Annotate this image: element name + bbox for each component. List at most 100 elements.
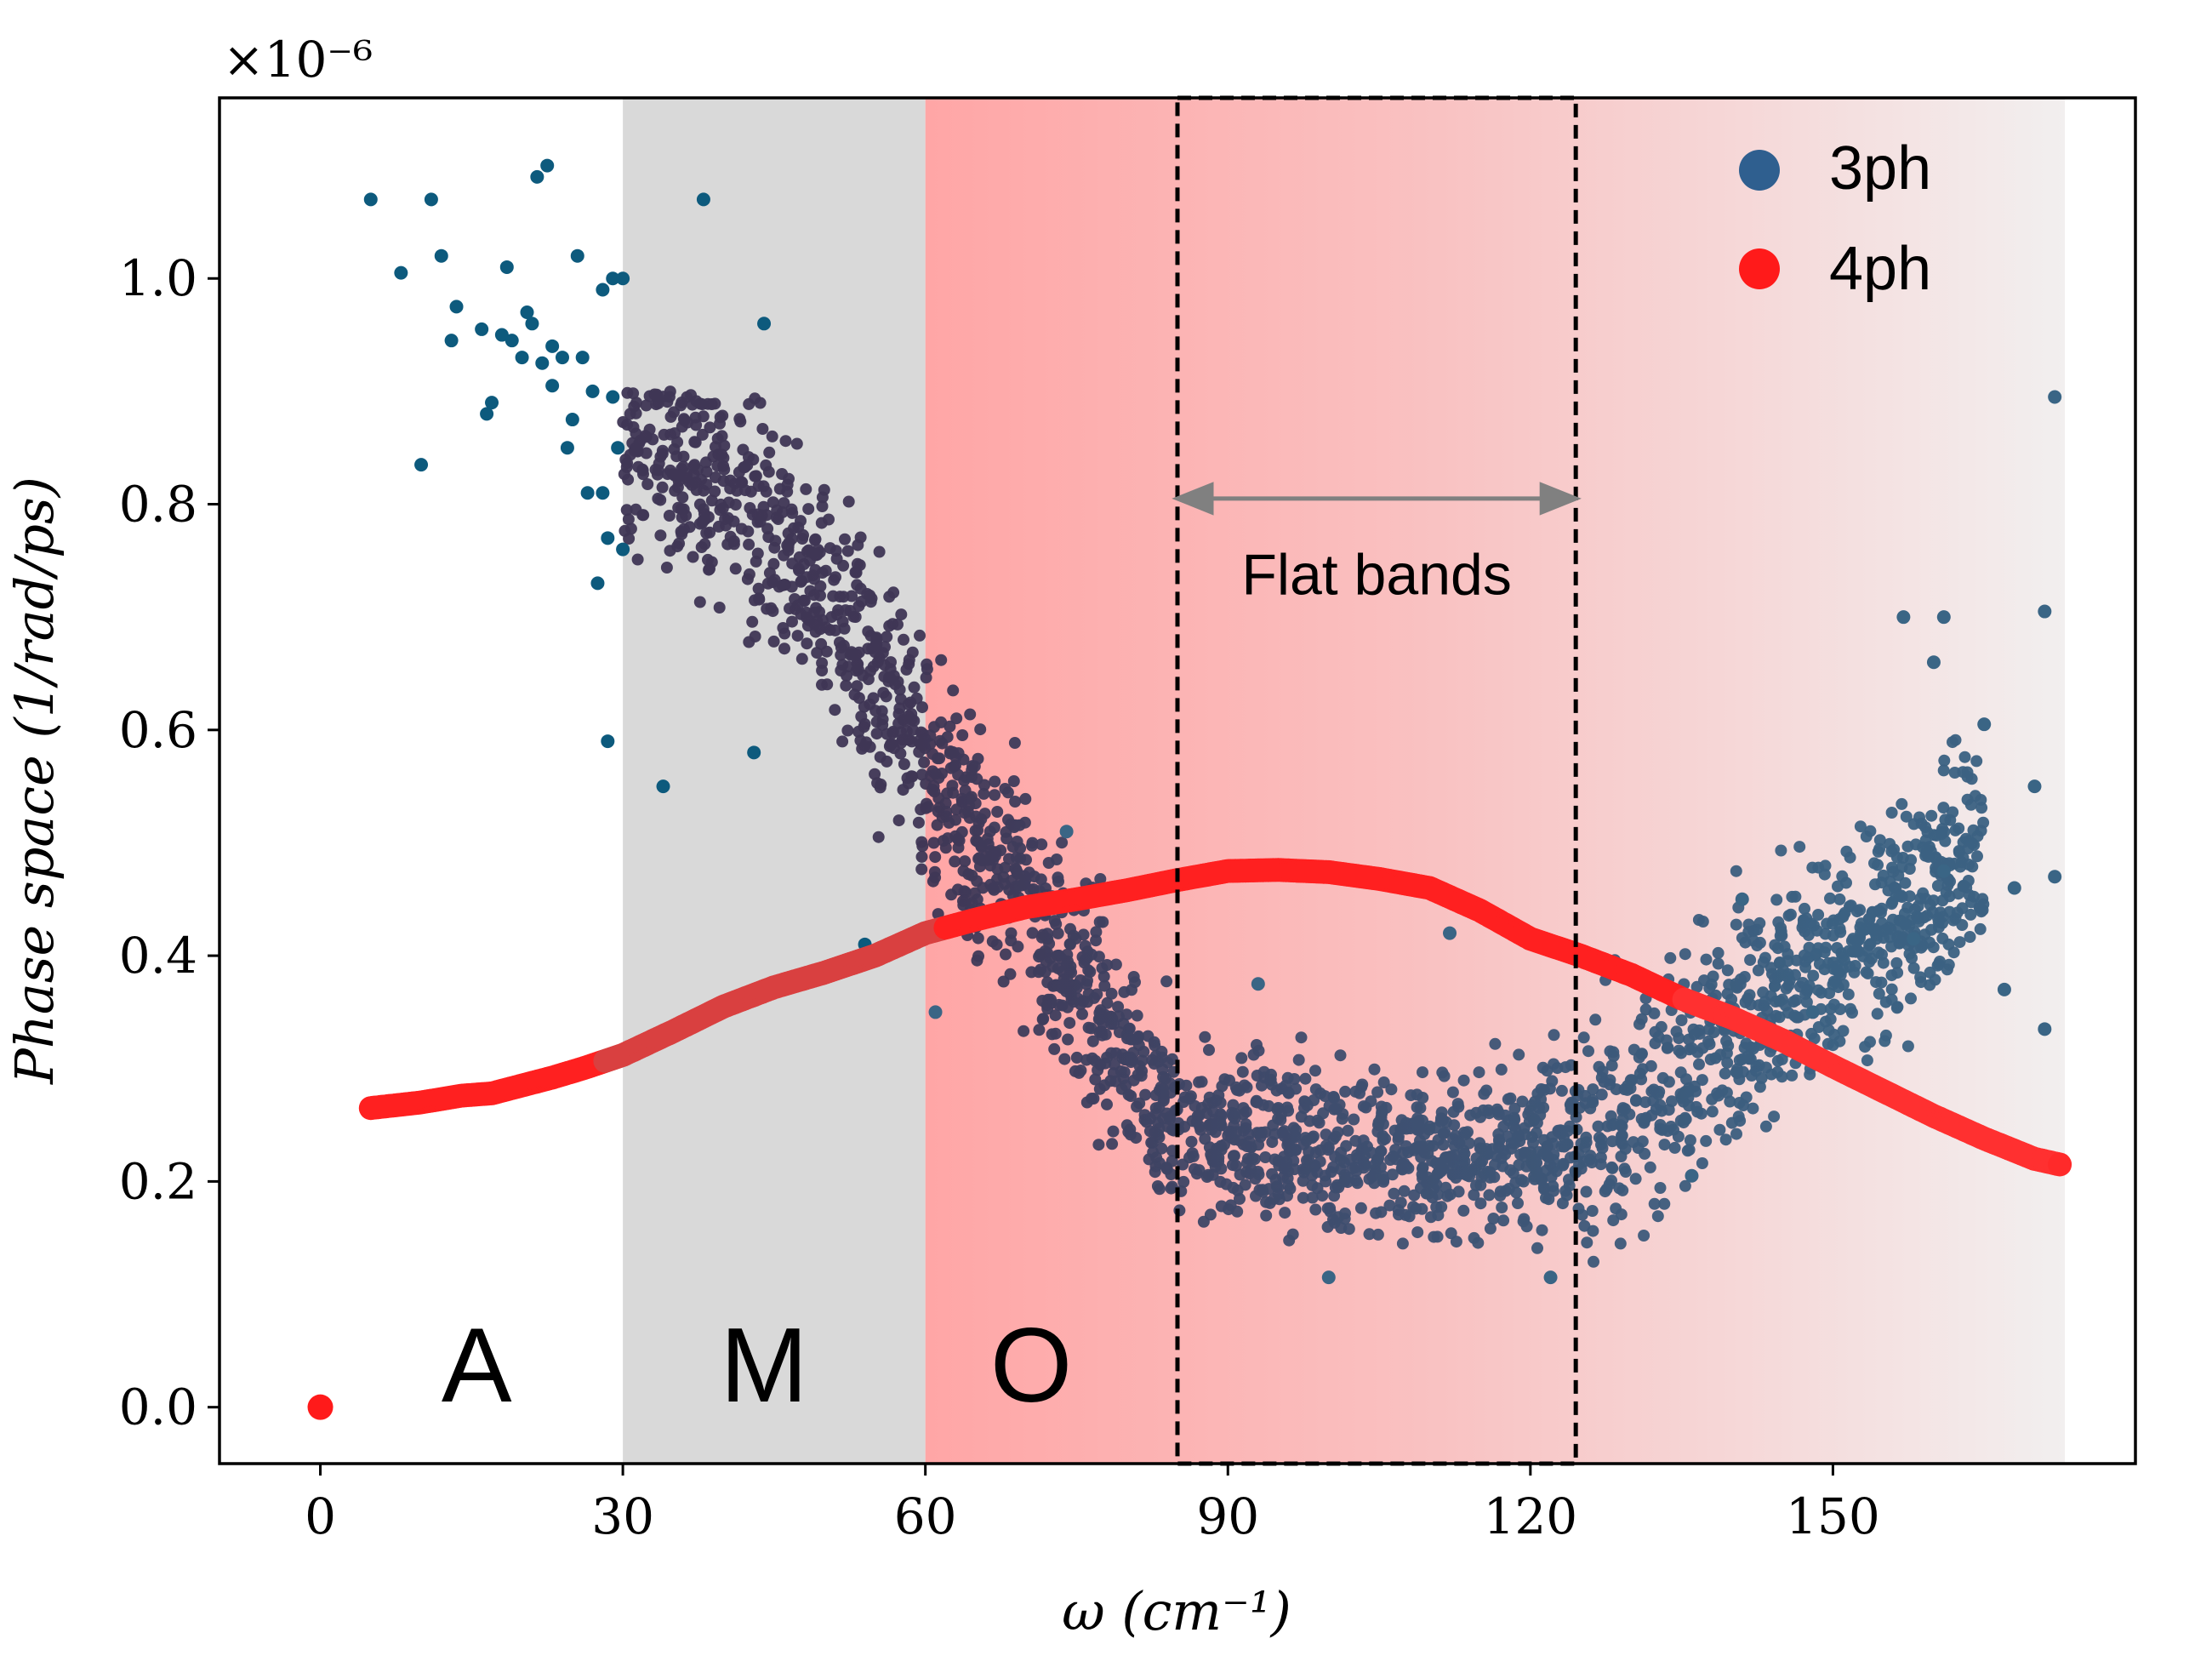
point-3ph [1914,893,1927,905]
point-3ph [808,573,820,585]
point-3ph [1551,1062,1564,1075]
point-3ph [1720,1035,1733,1048]
point-3ph [620,504,633,517]
point-3ph [1398,1185,1411,1197]
point-3ph [1377,1175,1390,1188]
point-3ph [778,642,790,655]
region-label-m: M [720,1307,807,1424]
point-3ph [520,305,534,320]
point-3ph [841,724,854,737]
point-3ph [715,498,727,511]
point-3ph [590,576,605,591]
point-3ph [654,529,667,542]
point-3ph [1679,1179,1691,1192]
point-3ph [1089,1054,1102,1067]
point-3ph [743,568,755,580]
point-3ph [1355,1081,1368,1093]
point-3ph [1900,810,1913,823]
point-3ph [1254,1130,1267,1143]
point-3ph [1668,1141,1681,1154]
point-3ph [1062,1033,1075,1046]
point-3ph [1548,1029,1560,1042]
point-3ph [1339,1173,1352,1186]
point-3ph [932,805,944,818]
point-3ph [926,783,939,796]
point-3ph [363,192,378,207]
point-3ph [1092,1064,1104,1076]
point-3ph [1202,1098,1215,1110]
point-3ph [1885,807,1898,819]
point-3ph [1743,989,1756,1002]
point-3ph [1531,1242,1543,1254]
point-3ph [1645,1109,1658,1122]
point-3ph [1561,1125,1574,1138]
point-3ph [1638,1116,1650,1129]
point-3ph [915,726,927,739]
point-3ph [1740,1037,1753,1050]
point-3ph [1924,966,1936,979]
point-3ph [1397,1146,1409,1159]
point-3ph [767,635,780,648]
point-3ph [883,740,896,752]
point-3ph [1266,1136,1279,1149]
point-3ph [1229,1159,1242,1172]
point-3ph [1032,966,1045,979]
point-3ph [937,835,949,848]
point-3ph [1152,1116,1164,1129]
point-3ph [1126,984,1137,996]
point-3ph [1614,1237,1627,1250]
point-3ph [1446,1086,1459,1099]
point-3ph [1098,979,1111,992]
point-3ph [1185,1135,1198,1148]
point-3ph [1655,1020,1668,1033]
point-3ph [929,851,942,864]
point-3ph [786,615,798,628]
point-3ph [1707,970,1719,983]
point-3ph [1629,1173,1642,1185]
point-3ph [1806,861,1819,874]
point-3ph [1132,1031,1144,1044]
point-3ph [636,464,649,477]
point-3ph [1316,1190,1329,1202]
point-3ph [1751,923,1764,936]
point-3ph [1836,951,1849,964]
flat-bands-arrow [1172,482,1582,516]
point-3ph [1116,1048,1129,1061]
point-3ph [1479,1147,1491,1159]
point-3ph [687,551,699,563]
point-3ph [915,850,928,863]
point-3ph [881,755,893,768]
point-3ph [621,386,634,399]
point-3ph [669,484,681,497]
point-3ph [828,574,841,586]
point-3ph [1836,870,1849,882]
point-3ph [1082,1021,1095,1034]
point-3ph [1936,864,1951,878]
point-3ph [1649,1037,1662,1050]
point-3ph [972,752,984,765]
point-3ph [842,495,855,508]
flat-bands-label: Flat bands [1241,543,1512,608]
point-3ph [1684,1134,1696,1146]
point-3ph [849,566,862,579]
point-3ph [1109,958,1122,971]
point-3ph [1250,1094,1263,1107]
point-3ph [1149,1039,1161,1052]
point-3ph [670,450,683,463]
point-3ph [786,506,799,519]
point-3ph [545,339,560,353]
point-3ph [1744,954,1757,967]
point-3ph [1015,876,1027,888]
point-3ph [1237,1108,1250,1121]
point-3ph [1004,968,1017,980]
point-3ph [1417,1092,1429,1104]
point-3ph [971,893,983,905]
point-3ph [756,423,769,435]
point-3ph [1046,960,1059,973]
point-3ph [898,758,910,770]
point-3ph [1328,1103,1341,1116]
point-3ph [816,500,829,512]
point-3ph [1377,1130,1389,1142]
point-3ph [1079,939,1092,952]
point-3ph [1905,992,1917,1005]
